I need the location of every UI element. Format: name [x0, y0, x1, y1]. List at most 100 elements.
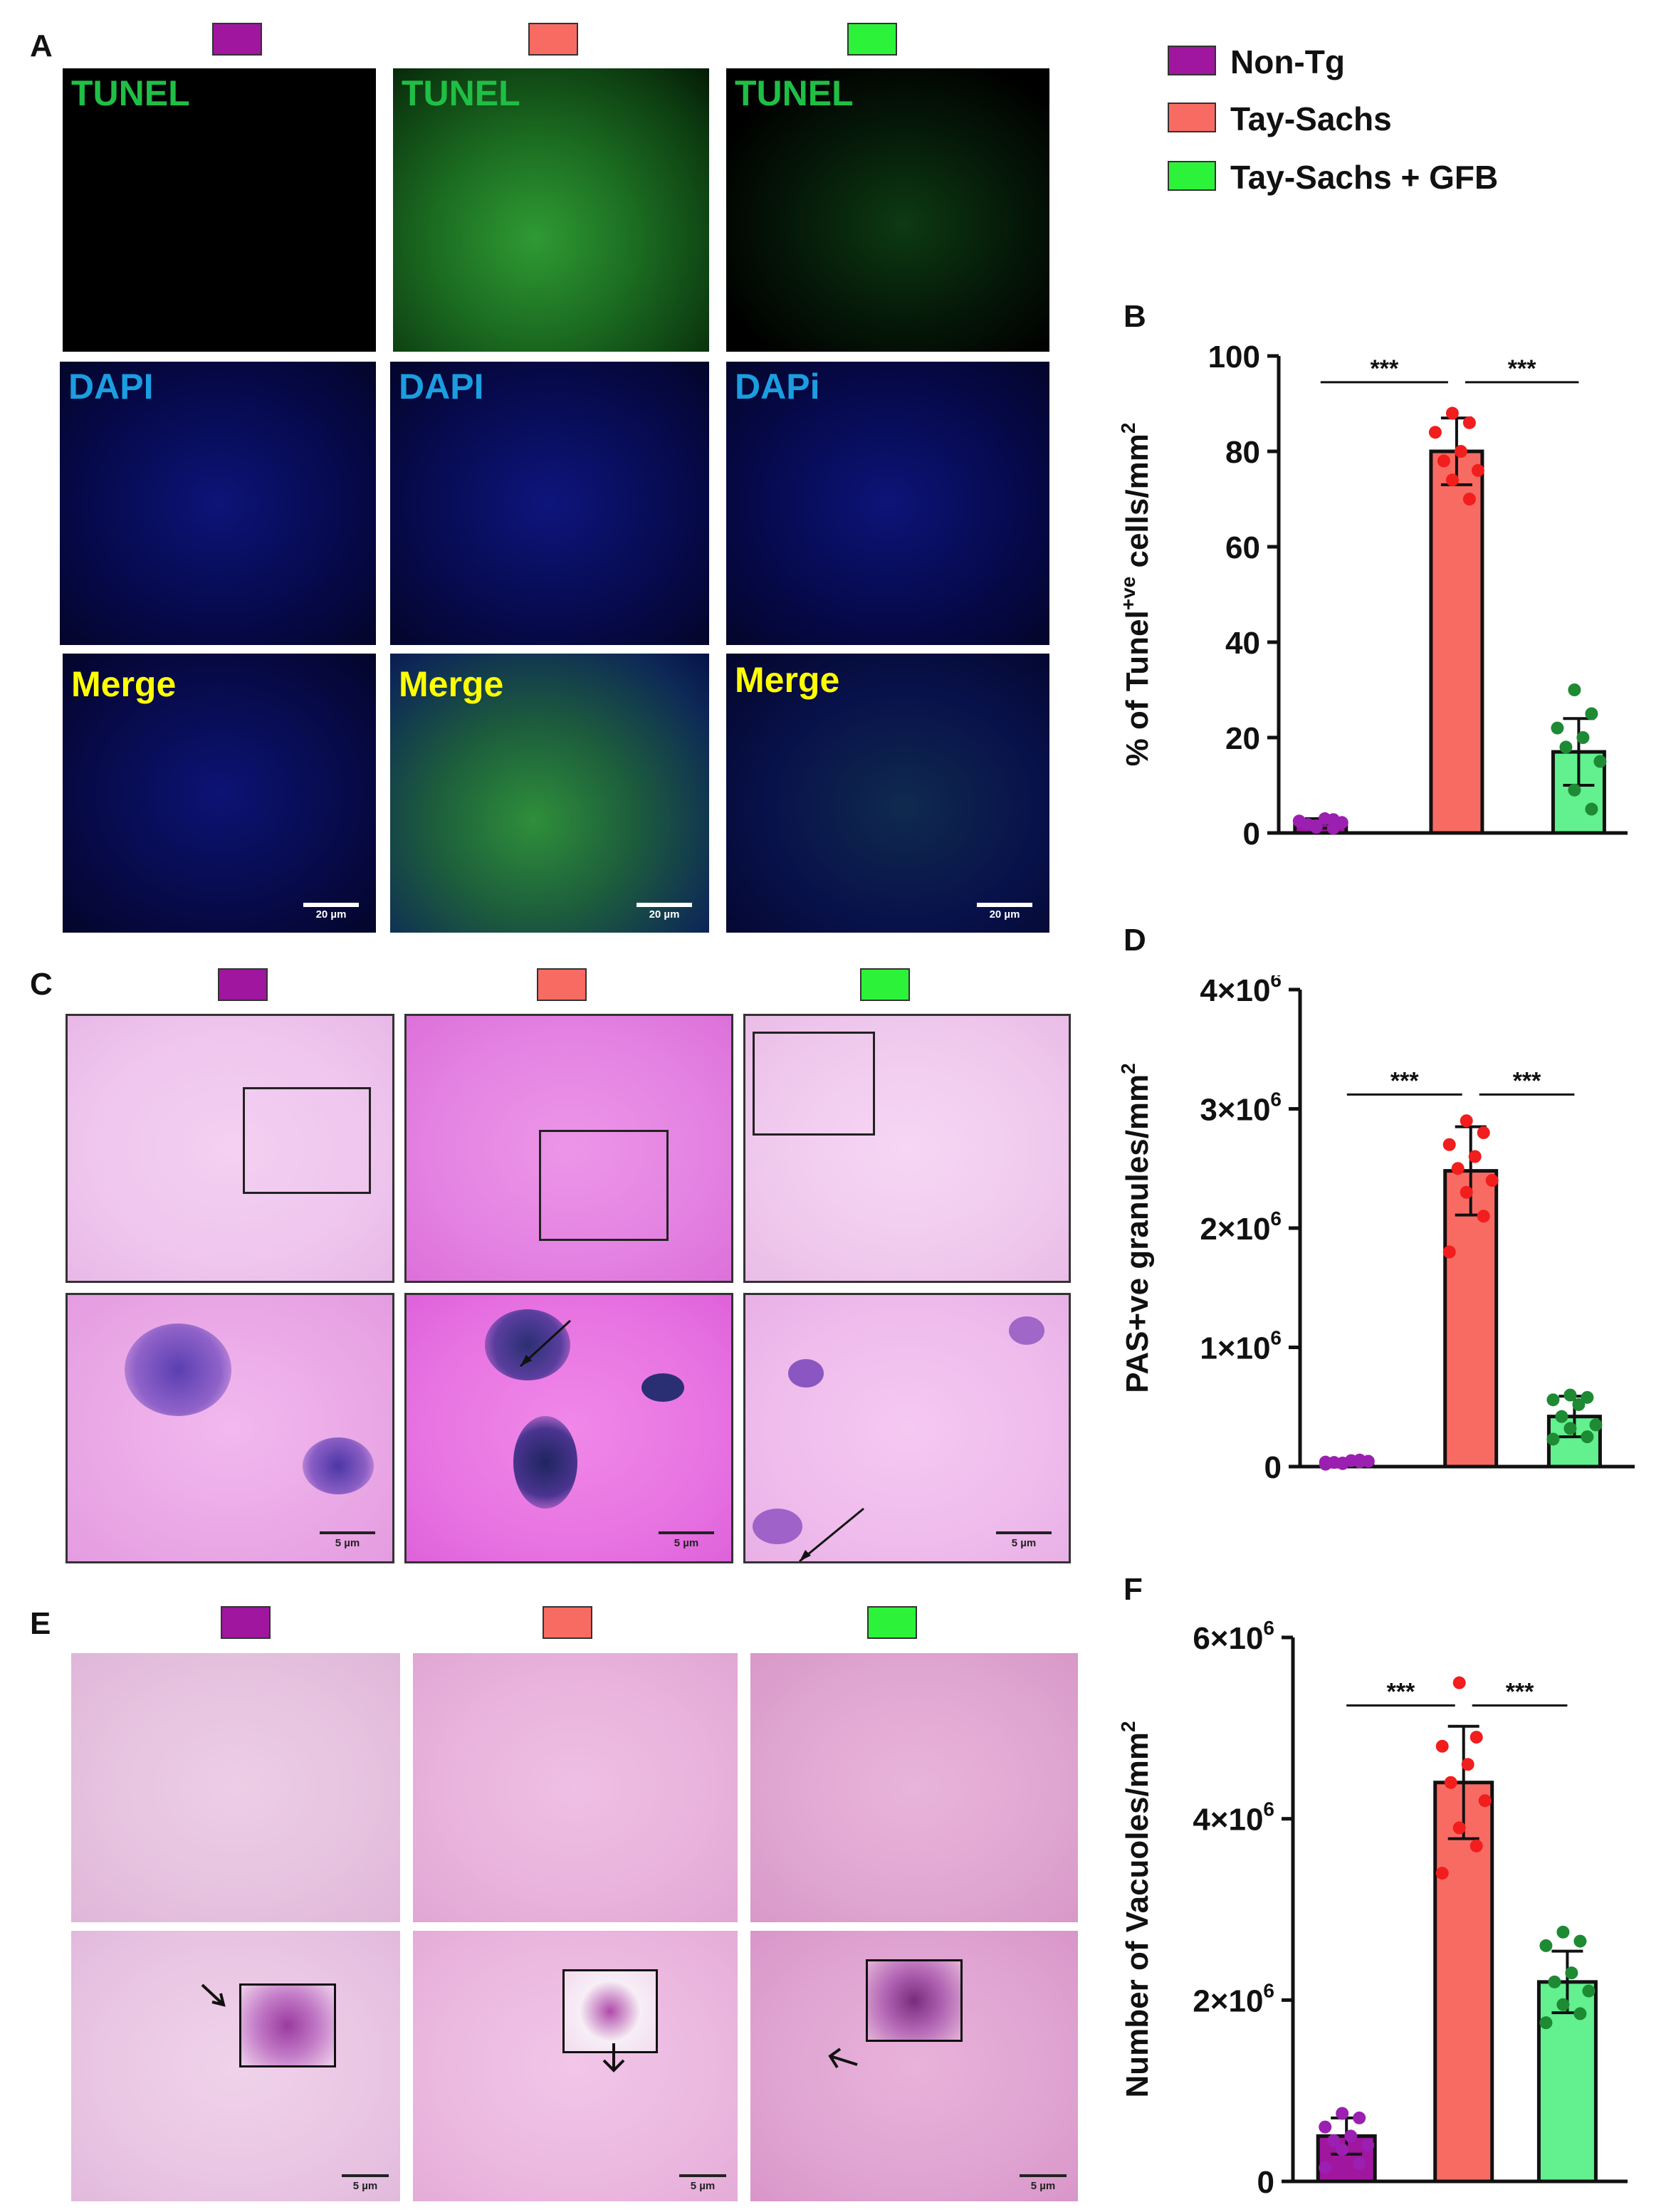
data-point	[1344, 2129, 1358, 2143]
y-tick-label: 6×106	[1193, 1617, 1274, 1656]
scale-bar-line	[659, 1531, 714, 1534]
panel-letter-d: D	[1123, 923, 1146, 958]
channel-label-dapi: DAPi	[735, 367, 820, 407]
cell-nucleus	[485, 1309, 570, 1380]
data-point	[1551, 721, 1564, 735]
micrograph-tunel-non-tg: TUNEL	[63, 68, 376, 352]
data-point	[1445, 407, 1459, 420]
data-point	[1555, 1410, 1568, 1423]
he-stain-tay-sachs-overview	[413, 1653, 738, 1922]
y-tick-label-exponent: 6	[1263, 1617, 1274, 1639]
vacuole-inset	[239, 1983, 336, 2067]
significance-label: ***	[1513, 1067, 1541, 1094]
panel-letter-f: F	[1123, 1572, 1143, 1607]
y-tick-label-base: 80	[1225, 435, 1260, 470]
data-point	[1563, 1388, 1577, 1402]
panel-letter-e: E	[30, 1606, 51, 1641]
he-stain-tay-sachs-inset: 5 µm	[413, 1931, 738, 2201]
scale-bar-line	[637, 903, 692, 907]
pas-stain-tay-sachs-overview	[404, 1014, 733, 1283]
scale-bar-label: 5 µm	[690, 2180, 716, 2192]
data-point	[1319, 1455, 1332, 1469]
data-point	[1563, 1422, 1577, 1435]
scale-bar-line	[1020, 2174, 1067, 2177]
scale-bar-line	[320, 1531, 375, 1534]
data-point	[1435, 1867, 1449, 1880]
data-point	[1361, 2139, 1375, 2152]
y-tick-label-base: 0	[1257, 2165, 1274, 2200]
micrograph-merge-tay-sachs: Merge 20 µm	[390, 654, 709, 933]
y-tick-label-base: 0	[1243, 817, 1260, 851]
y-tick-label: 4×106	[1200, 975, 1282, 1008]
group-swatch-non-tg	[218, 968, 268, 1001]
channel-label-dapi: DAPI	[68, 367, 154, 407]
data-point	[1593, 755, 1607, 768]
scale-bar-label: 20 µm	[649, 908, 680, 921]
scale-bar: 5 µm	[679, 2174, 726, 2193]
group-swatch-non-tg	[212, 23, 262, 56]
data-point	[1581, 1430, 1594, 1444]
y-tick-label: 40	[1225, 626, 1260, 661]
micrograph-dapi-tay-sachs: DAPI	[390, 362, 709, 645]
legend-label: Tay-Sachs	[1230, 100, 1392, 137]
vacuole-inset	[562, 1969, 658, 2053]
panel-letter-c: C	[30, 967, 53, 1002]
he-stain-gfb-overview	[750, 1653, 1078, 1922]
group-swatch-tay-sachs	[537, 968, 587, 1001]
y-axis-label-text: % of Tunel	[1120, 610, 1155, 766]
data-point	[1319, 2161, 1332, 2174]
y-tick-label: 80	[1225, 435, 1260, 470]
y-tick-label: 2×106	[1193, 1979, 1274, 2018]
legend-label: Tay-Sachs + GFB	[1230, 159, 1499, 196]
scale-bar: 20 µm	[637, 903, 692, 921]
data-point	[1585, 707, 1598, 720]
data-point	[1539, 2016, 1553, 2030]
scale-bar: 5 µm	[659, 1531, 714, 1550]
significance-label: ***	[1390, 1067, 1419, 1094]
group-swatch-tay-sachs	[543, 1606, 592, 1639]
micrograph-dapi-non-tg: DAPI	[60, 362, 376, 645]
group-swatch-tay-sachs-gfb	[867, 1606, 917, 1639]
y-tick-label-base: 2×10	[1200, 1212, 1270, 1247]
channel-label-dapi: DAPI	[399, 367, 484, 407]
data-point	[1565, 1966, 1578, 1980]
data-point	[1585, 802, 1598, 816]
y-tick-label: 1×106	[1200, 1327, 1282, 1366]
data-point	[1460, 1185, 1473, 1199]
data-point	[1309, 820, 1323, 834]
data-point	[1548, 1975, 1561, 1988]
cell-nucleus	[753, 1509, 802, 1544]
data-point	[1462, 493, 1476, 505]
significance-label: ***	[1387, 1679, 1415, 1706]
cell-nucleus	[788, 1359, 824, 1388]
legend-label: Non-Tg	[1230, 43, 1345, 80]
data-point	[1582, 1984, 1596, 1998]
cell-nucleus	[303, 1437, 374, 1494]
y-axis-label-superscript: 2	[1117, 1063, 1139, 1074]
data-point	[1353, 2156, 1366, 2170]
scale-bar-line	[342, 2174, 389, 2177]
y-tick-label-base: 20	[1225, 721, 1260, 756]
y-axis-label-text: Number of Vacuoles/mm	[1120, 1732, 1155, 2097]
group-swatch-tay-sachs-gfb	[860, 968, 910, 1001]
bar	[1429, 449, 1484, 835]
y-axis-label-superscript: 2	[1117, 1721, 1139, 1732]
data-point	[1471, 463, 1484, 477]
scale-bar-label: 5 µm	[1011, 1537, 1037, 1549]
chart-b: 0 20 40 60 80 100 % of Tunel+ve cells/mm2 *** **…	[1117, 340, 1628, 851]
y-tick-label-exponent: 6	[1263, 1979, 1274, 2001]
inset-box	[539, 1130, 669, 1241]
he-stain-non-tg-overview	[71, 1653, 400, 1922]
scale-bar-line	[303, 903, 359, 907]
micrograph-tunel-tay-sachs: TUNEL	[393, 68, 709, 352]
y-tick-label-exponent: 6	[1270, 1327, 1282, 1349]
data-point	[1568, 683, 1581, 696]
data-point	[1468, 1150, 1482, 1163]
data-point	[1461, 1758, 1474, 1771]
y-tick-label: 20	[1225, 721, 1260, 756]
scale-bar: 20 µm	[977, 903, 1032, 921]
data-point	[1485, 1174, 1499, 1187]
group-swatch-tay-sachs	[528, 23, 578, 56]
data-point	[1451, 1162, 1465, 1175]
scale-bar-label: 5 µm	[352, 2180, 378, 2192]
